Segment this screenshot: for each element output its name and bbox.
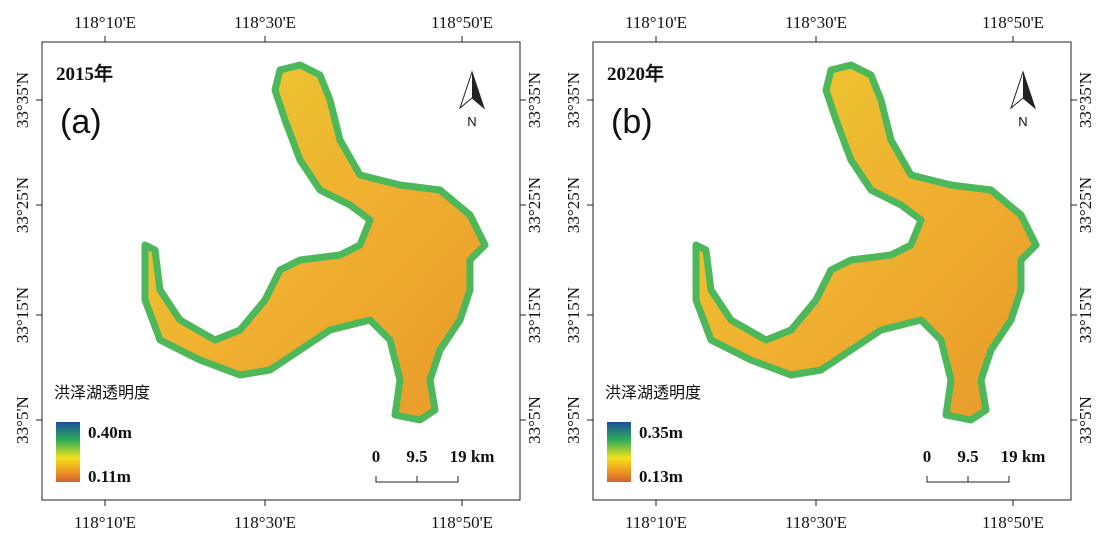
north-arrow-half xyxy=(472,72,484,108)
right-tick-label: 33°15'N xyxy=(525,287,544,343)
scale-label: 9.5 xyxy=(406,447,427,466)
lake xyxy=(141,61,489,424)
bottom-tick-label: 118°30'E xyxy=(785,513,847,532)
scale-label: 0 xyxy=(372,447,381,466)
map-panel: 118°10'E 118°30'E 118°50'E 118°10'E 118°30'E… xyxy=(13,13,544,532)
left-tick-label: 33°25'N xyxy=(13,177,32,233)
north-label: N xyxy=(1018,114,1027,129)
legend-max: 0.35m xyxy=(639,423,683,442)
map-panel: 118°10'E 118°30'E 118°50'E 118°10'E 118°30'E… xyxy=(564,13,1095,532)
legend-colorbar xyxy=(56,422,80,482)
top-tick-label: 118°10'E xyxy=(74,13,136,32)
top-tick-label: 118°10'E xyxy=(625,13,687,32)
left-tick-label: 33°15'N xyxy=(564,287,583,343)
scale-label: 0 xyxy=(923,447,932,466)
bottom-tick-label: 118°50'E xyxy=(982,513,1044,532)
year-label: 2015年 xyxy=(56,62,113,85)
top-tick-label: 118°50'E xyxy=(431,13,493,32)
right-tick-label: 33°25'N xyxy=(1076,177,1095,233)
left-tick-label: 33°25'N xyxy=(564,177,583,233)
top-tick-label: 118°30'E xyxy=(234,13,296,32)
top-tick-label: 118°50'E xyxy=(982,13,1044,32)
scale-label: 19 km xyxy=(450,447,495,466)
legend-colorbar xyxy=(607,422,631,482)
left-tick-label: 33°35'N xyxy=(564,72,583,128)
top-tick-label: 118°30'E xyxy=(785,13,847,32)
left-tick-label: 33°15'N xyxy=(13,287,32,343)
panel-label: (b) xyxy=(611,103,653,141)
bottom-tick-label: 118°10'E xyxy=(625,513,687,532)
bottom-tick-label: 118°30'E xyxy=(234,513,296,532)
left-tick-label: 33°5'N xyxy=(564,396,583,444)
right-tick-label: 33°35'N xyxy=(1076,72,1095,128)
left-tick-label: 33°35'N xyxy=(13,72,32,128)
right-tick-label: 33°25'N xyxy=(525,177,544,233)
north-arrow-half xyxy=(1023,72,1035,108)
lake xyxy=(692,61,1040,424)
right-tick-label: 33°35'N xyxy=(525,72,544,128)
panel-label: (a) xyxy=(60,103,102,141)
legend-min: 0.13m xyxy=(639,467,683,486)
bottom-tick-label: 118°50'E xyxy=(431,513,493,532)
left-tick-label: 33°5'N xyxy=(13,396,32,444)
scale-label: 19 km xyxy=(1001,447,1046,466)
year-label: 2020年 xyxy=(607,62,664,85)
scale-bar xyxy=(926,476,1010,483)
bottom-tick-label: 118°10'E xyxy=(74,513,136,532)
scale-label: 9.5 xyxy=(957,447,978,466)
legend-title: 洪泽湖透明度 xyxy=(54,383,150,402)
north-label: N xyxy=(467,114,476,129)
right-tick-label: 33°5'N xyxy=(525,396,544,444)
scale-bar xyxy=(375,476,459,483)
legend-min: 0.11m xyxy=(88,467,131,486)
right-tick-label: 33°5'N xyxy=(1076,396,1095,444)
legend-title: 洪泽湖透明度 xyxy=(605,383,701,402)
right-tick-label: 33°15'N xyxy=(1076,287,1095,343)
legend-max: 0.40m xyxy=(88,423,132,442)
